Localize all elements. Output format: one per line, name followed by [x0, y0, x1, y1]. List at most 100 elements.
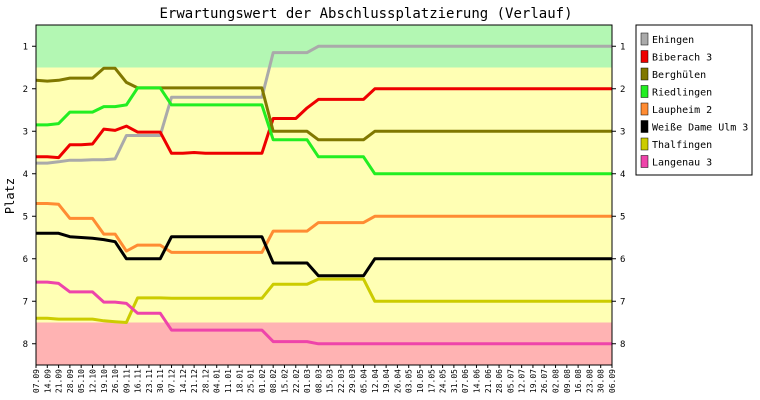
x-tick-label: 12.10 — [89, 369, 98, 393]
x-tick-label: 26.04 — [393, 369, 402, 393]
x-tick-label: 09.11 — [122, 369, 131, 393]
y-axis-right: 1 2 3 4 5 6 7 8 — [612, 42, 625, 350]
y-tick-label-right: 5 — [620, 212, 625, 222]
series-layer — [35, 44, 612, 346]
x-tick-label: 04.01 — [213, 369, 222, 393]
x-tick-label: 12.07 — [518, 369, 527, 393]
y-tick-label-right: 7 — [620, 297, 625, 307]
x-tick-label: 05.07 — [506, 369, 515, 393]
x-tick-label: 29.03 — [348, 369, 357, 393]
x-tick-label: 21.06 — [484, 369, 493, 393]
x-tick-label: 28.12 — [201, 369, 210, 393]
series-line-7 — [36, 280, 612, 346]
legend-swatch-1 — [640, 50, 649, 63]
y-tick-label-left: 5 — [23, 212, 28, 222]
x-tick-label: 05.04 — [360, 369, 369, 393]
x-tick-label: 10.05 — [416, 369, 425, 393]
y-axis-left: 1 2 3 4 5 6 7 8 — [23, 42, 36, 350]
legend-label-0: Ehingen — [652, 35, 694, 46]
y-tick-label-right: 6 — [620, 255, 625, 265]
x-tick-label: 09.08 — [563, 369, 572, 393]
x-tick-label: 28.09 — [66, 369, 75, 393]
y-tick-label-left: 8 — [23, 340, 28, 350]
x-tick-label: 07.12 — [168, 369, 177, 393]
x-tick-label: 12.04 — [371, 369, 380, 393]
x-tick-label: 02.08 — [552, 369, 561, 393]
legend: Ehingen Biberach 3 Berghülen Riedlingen Laup… — [635, 24, 753, 176]
x-tick-label: 30.11 — [156, 369, 165, 393]
x-tick-label: 22.02 — [292, 369, 301, 393]
y-tick-label-left: 7 — [23, 297, 28, 307]
legend-swatch-2 — [640, 67, 649, 81]
legend-label-1: Biberach 3 — [652, 53, 712, 64]
x-tick-label: 17.05 — [427, 369, 436, 393]
legend-label-6: Thalfingen — [652, 140, 712, 151]
x-tick-label: 19.07 — [529, 369, 538, 393]
x-tick-label: 07.06 — [461, 369, 470, 393]
x-tick-label: 07.09 — [32, 369, 41, 393]
y-tick-label-left: 3 — [23, 127, 28, 137]
legend-label-5: Weiße Dame Ulm 3 — [652, 123, 748, 134]
legend-label-3: Riedlingen — [652, 88, 712, 99]
x-tick-label: 15.02 — [281, 369, 290, 393]
legend-label-4: Laupheim 2 — [652, 105, 712, 116]
x-tick-label: 05.10 — [77, 369, 86, 393]
x-tick-label: 22.03 — [337, 369, 346, 393]
y-tick-label-right: 3 — [620, 127, 625, 137]
y-tick-label-left: 1 — [23, 42, 28, 52]
series-line-3 — [36, 86, 612, 176]
y-tick-label-right: 2 — [620, 85, 625, 95]
legend-label-2: Berghülen — [652, 70, 706, 81]
legend-box — [635, 24, 753, 176]
x-tick-label: 21.12 — [190, 369, 199, 393]
legend-swatch-3 — [640, 85, 649, 98]
x-tick-label: 01.03 — [303, 369, 312, 393]
x-tick-label: 23.11 — [145, 369, 154, 393]
x-tick-label: 28.06 — [495, 369, 504, 393]
x-tick-label: 19.10 — [100, 369, 109, 393]
x-tick-label: 30.08 — [597, 369, 606, 393]
x-tick-label: 18.01 — [235, 369, 244, 393]
x-tick-label: 16.08 — [574, 369, 583, 393]
legend-swatch-6 — [640, 137, 649, 151]
x-tick-label: 14.12 — [179, 369, 188, 393]
series-line-4 — [36, 202, 612, 254]
series-line-5 — [36, 231, 612, 278]
legend-swatch-7 — [640, 155, 649, 168]
series-line-2 — [35, 66, 612, 142]
legend-swatch-5 — [640, 120, 649, 133]
legend-swatch-4 — [640, 102, 649, 116]
y-tick-label-right: 4 — [620, 170, 625, 180]
x-tick-label: 15.03 — [326, 369, 335, 393]
y-tick-label-left: 2 — [23, 85, 28, 95]
x-tick-label: 14.06 — [473, 369, 482, 393]
legend-swatch-0 — [640, 32, 649, 46]
y-axis-label: Platz — [3, 178, 17, 214]
x-tick-label: 26.07 — [540, 369, 549, 393]
x-tick-label: 25.01 — [247, 369, 256, 393]
x-tick-label: 08.02 — [269, 369, 278, 393]
x-tick-label: 01.02 — [258, 369, 267, 393]
x-tick-label: 11.01 — [224, 369, 233, 393]
y-tick-label-right: 8 — [620, 340, 625, 350]
legend-label-7: Langenau 3 — [652, 158, 712, 169]
y-tick-label-right: 1 — [620, 42, 625, 52]
y-tick-label-left: 6 — [23, 255, 28, 265]
y-tick-label-left: 4 — [23, 170, 28, 180]
x-tick-label: 08.03 — [314, 369, 323, 393]
x-tick-label: 21.09 — [55, 369, 64, 393]
plot-frame — [35, 24, 613, 366]
x-tick-label: 06.09 — [608, 369, 617, 393]
x-tick-label: 03.05 — [405, 369, 414, 393]
chart-title: Erwartungswert der Abschlussplatzierung … — [159, 6, 572, 22]
series-line-0 — [36, 44, 612, 165]
x-tick-label: 14.09 — [43, 369, 52, 393]
x-tick-label: 24.05 — [439, 369, 448, 393]
x-tick-label: 31.05 — [450, 369, 459, 393]
x-tick-label: 16.11 — [134, 369, 143, 393]
x-tick-label: 19.04 — [382, 369, 391, 393]
series-line-1 — [36, 87, 612, 160]
x-axis: 07.09 14.09 21.09 28.09 05.10 12.10 19.10 26.10… — [32, 365, 617, 393]
x-tick-label: 26.10 — [111, 369, 120, 393]
